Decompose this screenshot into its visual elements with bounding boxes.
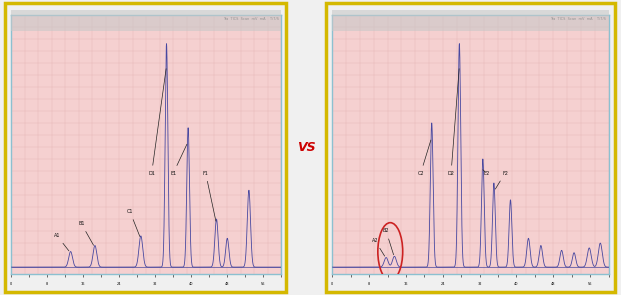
- Text: C2: C2: [417, 140, 431, 176]
- Text: E1: E1: [170, 144, 187, 176]
- Text: C1: C1: [127, 209, 140, 236]
- Text: D2: D2: [448, 69, 459, 176]
- Text: A2: A2: [372, 238, 384, 256]
- Text: Tra  TICS  Scan  mV  mA    T/7/S: Tra TICS Scan mV mA T/7/S: [550, 17, 606, 21]
- Text: B2: B2: [383, 229, 394, 255]
- Text: D1: D1: [148, 69, 166, 176]
- Text: F1: F1: [202, 171, 216, 221]
- Text: A1: A1: [54, 233, 69, 251]
- Text: VS: VS: [297, 141, 315, 154]
- Text: F2: F2: [496, 171, 508, 189]
- Text: E2: E2: [483, 170, 490, 176]
- Text: Tra  TICS  Scan  mV  mA    T/7/S: Tra TICS Scan mV mA T/7/S: [223, 17, 279, 21]
- Text: B1: B1: [78, 221, 94, 245]
